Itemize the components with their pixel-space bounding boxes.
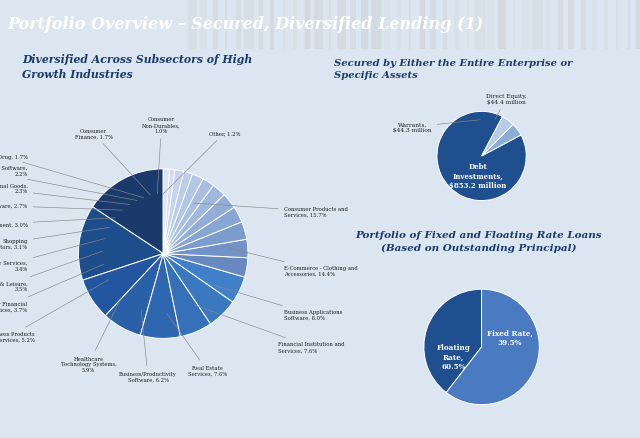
Wedge shape — [93, 170, 163, 254]
Wedge shape — [79, 207, 163, 280]
Text: Business/Productivity
Software, 6.2%: Business/Productivity Software, 6.2% — [119, 310, 177, 382]
Text: Other, 1.2%: Other, 1.2% — [163, 131, 240, 194]
Wedge shape — [163, 240, 248, 258]
Wedge shape — [163, 175, 203, 254]
Text: Consumer Products and
Services, 15.7%: Consumer Products and Services, 15.7% — [193, 204, 348, 217]
Wedge shape — [163, 180, 213, 254]
Text: Fixed Rate,
39.5%: Fixed Rate, 39.5% — [487, 328, 533, 346]
Wedge shape — [481, 125, 521, 157]
Text: Portfolio Overview – Secured, Diversified Lending (1): Portfolio Overview – Secured, Diversifie… — [8, 16, 484, 33]
Text: Food & Drug, 1.7%: Food & Drug, 1.7% — [0, 154, 143, 198]
Text: Entertainment, 3.0%: Entertainment, 3.0% — [0, 218, 115, 227]
Wedge shape — [163, 254, 248, 278]
Text: Financial Institution and
Services, 7.6%: Financial Institution and Services, 7.6% — [194, 305, 344, 353]
Text: Consumer
Finance, 1.7%: Consumer Finance, 1.7% — [75, 129, 150, 195]
Text: Floating
Rate,
60.5%: Floating Rate, 60.5% — [436, 343, 470, 371]
Text: Warrants,
$44.3 million: Warrants, $44.3 million — [393, 120, 481, 133]
Text: Shopping
Facilitators, 3.1%: Shopping Facilitators, 3.1% — [0, 228, 109, 249]
Text: Application Software, 2.7%: Application Software, 2.7% — [0, 203, 122, 211]
Text: Debt
Investments,
$853.2 million: Debt Investments, $853.2 million — [449, 162, 506, 190]
Text: E-Commerce - Personal Goods,
2.3%: E-Commerce - Personal Goods, 2.3% — [0, 183, 130, 205]
Text: Business Products
and Services, 5.2%: Business Products and Services, 5.2% — [0, 280, 109, 343]
Wedge shape — [106, 254, 163, 336]
Wedge shape — [83, 254, 163, 316]
Text: Secured by Either the Entire Enterprise or
Specific Assets: Secured by Either the Entire Enterprise … — [334, 59, 573, 80]
Wedge shape — [481, 117, 513, 157]
Wedge shape — [163, 170, 184, 254]
Text: Direct Equity,
$44.4 million: Direct Equity, $44.4 million — [486, 94, 527, 120]
Wedge shape — [446, 290, 540, 405]
Text: Security Services,
3.4%: Security Services, 3.4% — [0, 239, 105, 271]
Wedge shape — [437, 112, 526, 201]
Text: Travel & Leisure,
3.5%: Travel & Leisure, 3.5% — [0, 251, 103, 292]
Text: Business Applications
Software, 8.0%: Business Applications Software, 8.0% — [214, 286, 342, 320]
Text: E-Commerce - Clothing and
Accessories, 14.4%: E-Commerce - Clothing and Accessories, 1… — [223, 247, 357, 276]
Wedge shape — [163, 208, 242, 254]
Text: Portfolio of Fixed and Floating Rate Loans
(Based on Outstanding Principal): Portfolio of Fixed and Floating Rate Loa… — [355, 230, 602, 252]
Text: Multimedia and Design Software,
2.2%: Multimedia and Design Software, 2.2% — [0, 166, 137, 201]
Wedge shape — [163, 186, 224, 254]
Wedge shape — [424, 290, 482, 392]
Wedge shape — [163, 170, 170, 254]
Text: Consumer
Non-Durables,
1.0%: Consumer Non-Durables, 1.0% — [142, 117, 181, 194]
Text: Real Estate
Services, 7.6%: Real Estate Services, 7.6% — [167, 314, 227, 376]
Text: Healthcare
Technology Systems,
5.9%: Healthcare Technology Systems, 5.9% — [61, 297, 122, 372]
Wedge shape — [163, 254, 211, 337]
Text: Other Financial
Services, 3.7%: Other Financial Services, 3.7% — [0, 265, 104, 312]
Wedge shape — [163, 223, 246, 254]
Wedge shape — [140, 254, 180, 339]
Wedge shape — [163, 254, 244, 302]
Wedge shape — [163, 254, 233, 324]
Wedge shape — [163, 172, 193, 254]
Wedge shape — [163, 170, 175, 254]
Text: Diversified Across Subsectors of High
Growth Industries: Diversified Across Subsectors of High Gr… — [22, 54, 252, 80]
Wedge shape — [163, 195, 234, 254]
